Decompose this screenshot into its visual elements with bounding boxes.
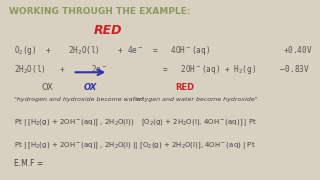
Text: RED: RED: [94, 24, 123, 37]
Text: 2H$_2$O(l)   +      2e$^-$            =   2OH$^-$(aq) + H$_2$(g)     $-$0.83V: 2H$_2$O(l) + 2e$^-$ = 2OH$^-$(aq) + H$_2…: [14, 63, 310, 76]
Text: RED: RED: [175, 83, 194, 92]
Text: "oxygen and water become hydroxide": "oxygen and water become hydroxide": [134, 97, 257, 102]
Text: Pt | [H$_2$(g) + 2OH$^-$(aq)] , 2H$_2$O(l)): Pt | [H$_2$(g) + 2OH$^-$(aq)] , 2H$_2$O(…: [14, 117, 134, 128]
Text: OX: OX: [84, 83, 97, 92]
Text: Pt | [H$_2$(g) + 2OH$^-$(aq)] , 2H$_2$O(l) || [O$_2$(g) + 2H$_2$O(l)], 4OH$^-$(a: Pt | [H$_2$(g) + 2OH$^-$(aq)] , 2H$_2$O(…: [14, 140, 256, 151]
Text: O$_2$(g)  +    2H$_2$O(l)    + 4e$^-$  =   4OH$^-$(aq)                +0.40V: O$_2$(g) + 2H$_2$O(l) + 4e$^-$ = 4OH$^-$…: [14, 44, 313, 57]
Text: "hydrogen and hydroxide become water": "hydrogen and hydroxide become water": [14, 97, 145, 102]
Text: E.M.F =: E.M.F =: [14, 159, 43, 168]
Text: [O$_2$(g) + 2H$_2$O(l), 4OH$^-$(aq)] | Pt: [O$_2$(g) + 2H$_2$O(l), 4OH$^-$(aq)] | P…: [141, 117, 258, 128]
Text: WORKING THROUGH THE EXAMPLE:: WORKING THROUGH THE EXAMPLE:: [9, 7, 190, 16]
Text: OX: OX: [41, 83, 53, 92]
